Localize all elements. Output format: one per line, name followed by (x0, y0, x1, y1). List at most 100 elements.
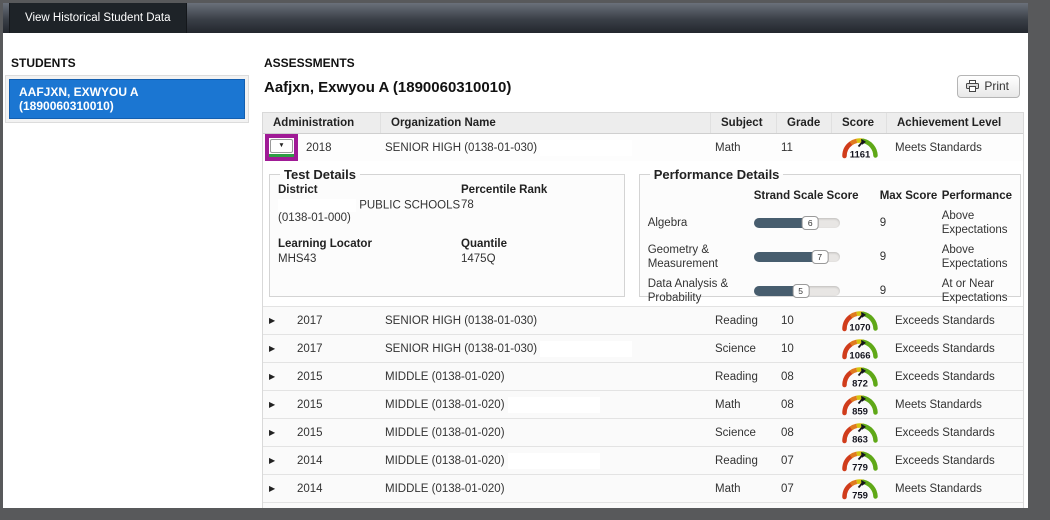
table-row[interactable]: ▶ 2017 SENIOR HIGH (0138-01-030) Reading… (263, 307, 1023, 335)
column-header-achievement-level: Achievement Level (887, 113, 1023, 133)
achievement-level: Meets Standards (887, 483, 1023, 495)
svg-text:872: 872 (852, 379, 868, 390)
column-header-administration: Administration (263, 113, 381, 133)
student-name-header: Aafjxn, Exwyou A (1890060310010) (264, 79, 511, 96)
achievement-level: Meets Standards (887, 142, 1023, 154)
grade: 07 (777, 483, 832, 495)
svg-text:859: 859 (852, 407, 868, 418)
subject: Reading (711, 455, 777, 467)
quantile-value: 1475Q (461, 253, 616, 265)
column-header-grade: Grade (777, 113, 832, 133)
students-section-title: STUDENTS (11, 56, 76, 70)
clipped-partial-row (263, 503, 1023, 508)
subject: Science (711, 343, 777, 355)
achievement-level: Exceeds Standards (887, 315, 1023, 327)
tab-view-historical-student-data[interactable]: View Historical Student Data (9, 3, 187, 33)
svg-text:863: 863 (852, 435, 868, 446)
score-gauge-icon: 1066 (839, 335, 881, 362)
column-header-score: Score (832, 113, 887, 133)
table-row[interactable]: ▶ 2015 MIDDLE (0138-01-020) Reading 08 8… (263, 363, 1023, 391)
administration-year: 2017 (297, 315, 323, 327)
score-gauge-icon: 759 (839, 475, 881, 502)
svg-text:1070: 1070 (849, 323, 870, 334)
strand-performance: Above Expectations (942, 209, 1012, 238)
strand-name: Data Analysis & Probability (648, 277, 750, 306)
top-navigation-bar: View Historical Student Data (3, 3, 1028, 33)
subject: Reading (711, 315, 777, 327)
grade: 10 (777, 343, 832, 355)
expand-row-icon[interactable]: ▶ (269, 456, 283, 465)
slider-track: 7 (754, 252, 840, 262)
organization-name: SENIOR HIGH (0138-01-030) (385, 142, 537, 154)
organization-name: MIDDLE (0138-01-020) (385, 399, 505, 411)
achievement-level: Meets Standards (887, 399, 1023, 411)
redaction-box (509, 454, 599, 468)
table-row[interactable]: ▶ 2014 MIDDLE (0138-01-020) Math 07 759 … (263, 475, 1023, 503)
assessments-panel: ASSESSMENTS Aafjxn, Exwyou A (1890060310… (259, 33, 1026, 508)
performance-details-legend: Performance Details (650, 167, 784, 182)
table-row[interactable]: ▼ 2018 SENIOR HIGH (0138-01-030) Math 11… (263, 134, 1023, 161)
slider-thumb[interactable]: 5 (792, 284, 809, 298)
max-score: 9 (880, 251, 938, 263)
score-gauge-icon: 779 (839, 447, 881, 474)
svg-text:759: 759 (852, 491, 868, 502)
table-row[interactable]: ▶ 2017 SENIOR HIGH (0138-01-030) Science… (263, 335, 1023, 363)
app-screen: View Historical Student Data STUDENTS AA… (0, 0, 1050, 520)
slider-thumb[interactable]: 6 (802, 216, 819, 230)
administration-year: 2018 (306, 142, 332, 154)
collapse-row-button[interactable]: ▼ (270, 139, 293, 153)
table-row[interactable]: ▶ 2015 MIDDLE (0138-01-020) Science 08 8… (263, 419, 1023, 447)
print-button-label: Print (984, 79, 1009, 93)
administration-year: 2015 (297, 427, 323, 439)
expand-row-icon[interactable]: ▶ (269, 428, 283, 437)
strand-row: Algebra 6 9 Above Expectations (648, 206, 1012, 240)
grade: 11 (777, 142, 832, 154)
expand-row-icon[interactable]: ▶ (269, 372, 283, 381)
administration-year: 2017 (297, 343, 323, 355)
expand-row-icon[interactable]: ▶ (269, 484, 283, 493)
strand-performance: At or Near Expectations (942, 277, 1012, 306)
expand-row-icon[interactable]: ▶ (269, 316, 283, 325)
performance-header-row: Strand Scale Score Max Score Performance (648, 186, 1012, 206)
grade: 07 (777, 455, 832, 467)
app-window: View Historical Student Data STUDENTS AA… (3, 3, 1028, 508)
column-header-subject: Subject (711, 113, 777, 133)
strand-performance: Above Expectations (942, 243, 1012, 272)
table-row[interactable]: ▶ 2015 MIDDLE (0138-01-020) Math 08 859 … (263, 391, 1023, 419)
score-cell: 1070 (832, 307, 887, 334)
table-body: ▼ 2018 SENIOR HIGH (0138-01-030) Math 11… (263, 134, 1023, 503)
learning-locator-label: Learning Locator (278, 238, 461, 250)
assessments-section-title: ASSESSMENTS (264, 56, 355, 70)
expanded-row-details: Test Details District PUBLIC SCHOOLS (01… (263, 161, 1023, 307)
student-list: AAFJXN, EXWYOU A (1890060310010) (5, 75, 249, 123)
score-cell: 863 (832, 419, 887, 446)
slider-thumb[interactable]: 7 (811, 250, 828, 264)
quantile-label: Quantile (461, 238, 616, 250)
subject: Math (711, 399, 777, 411)
organization-name: MIDDLE (0138-01-020) (385, 371, 505, 383)
grade: 08 (777, 371, 832, 383)
max-score: 9 (880, 285, 938, 297)
redaction-box (278, 199, 356, 212)
expand-row-icon[interactable]: ▶ (269, 344, 283, 353)
performance-details-fieldset: Performance Details Strand Scale Score M… (639, 167, 1021, 297)
svg-text:1161: 1161 (849, 150, 870, 161)
redaction-box (541, 141, 631, 155)
score-gauge-icon: 1070 (839, 307, 881, 334)
grade: 08 (777, 399, 832, 411)
strand-score-slider[interactable]: 7 (754, 252, 876, 262)
strand-score-slider[interactable]: 6 (754, 218, 876, 228)
achievement-level: Exceeds Standards (887, 427, 1023, 439)
chevron-down-icon: ▼ (278, 142, 284, 149)
table-row[interactable]: ▶ 2014 MIDDLE (0138-01-020) Reading 07 7… (263, 447, 1023, 475)
svg-text:779: 779 (852, 463, 868, 474)
student-list-item-selected[interactable]: AAFJXN, EXWYOU A (1890060310010) (9, 79, 245, 119)
subject: Science (711, 427, 777, 439)
strand-score-slider[interactable]: 5 (754, 286, 876, 296)
redaction-box (509, 398, 599, 412)
expand-row-icon[interactable]: ▶ (269, 400, 283, 409)
print-button[interactable]: Print (957, 75, 1020, 98)
grade: 10 (777, 315, 832, 327)
score-gauge-icon: 859 (839, 391, 881, 418)
table-header-row: Administration Organization Name Subject… (263, 113, 1023, 134)
